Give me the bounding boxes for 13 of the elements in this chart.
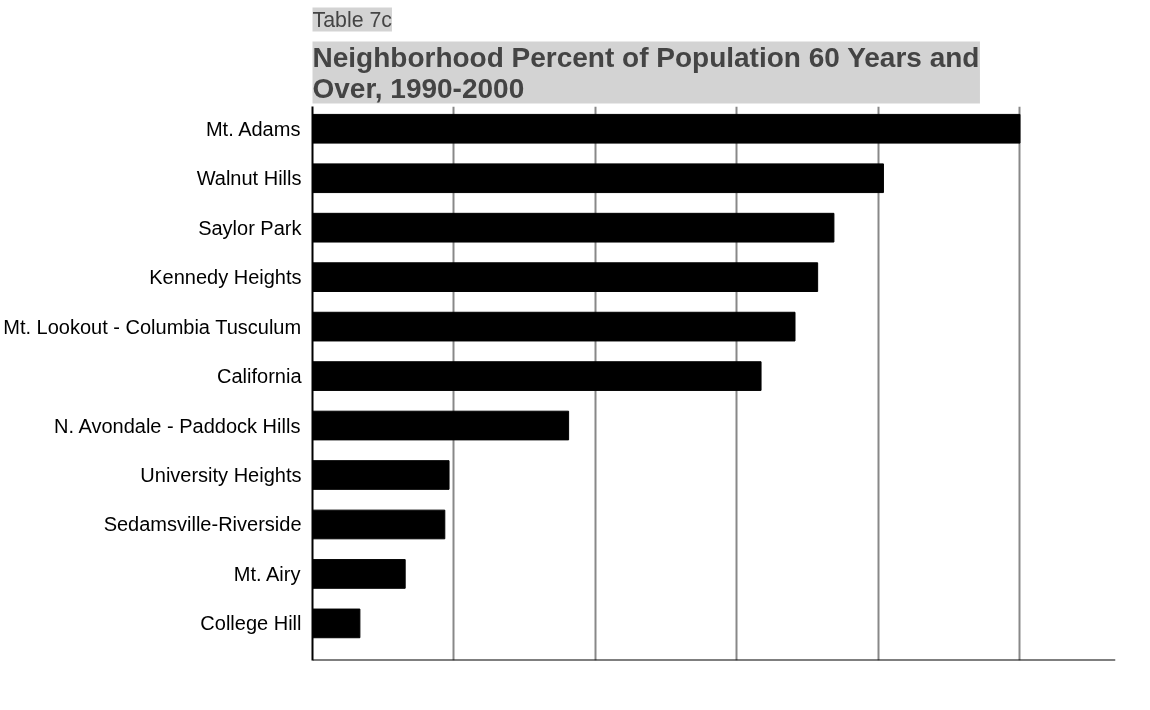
y-tick-label: University Heights (140, 464, 302, 487)
y-tick-label: Sedamsville-Riverside (103, 513, 302, 536)
chart-title: Neighborhood Percent of Population 60 Years and Over, 1990-2000 (312, 41, 980, 104)
y-tick-label: Walnut Hills (196, 167, 302, 190)
y-tick-label: Mt. Lookout - Columbia Tusculum (3, 315, 302, 338)
y-tick-label: Kennedy Heights (149, 266, 302, 289)
y-tick-label: Saylor Park (198, 216, 303, 239)
y-tick-label: Mt. Adams (205, 117, 301, 140)
chart-subtitle: Table 7c (312, 7, 393, 32)
y-tick-label: N. Avondale - Paddock Hills (53, 414, 301, 437)
y-tick-label: College Hill (200, 612, 302, 635)
y-tick-label: Mt. Airy (233, 562, 301, 585)
y-tick-label: California (217, 365, 303, 388)
